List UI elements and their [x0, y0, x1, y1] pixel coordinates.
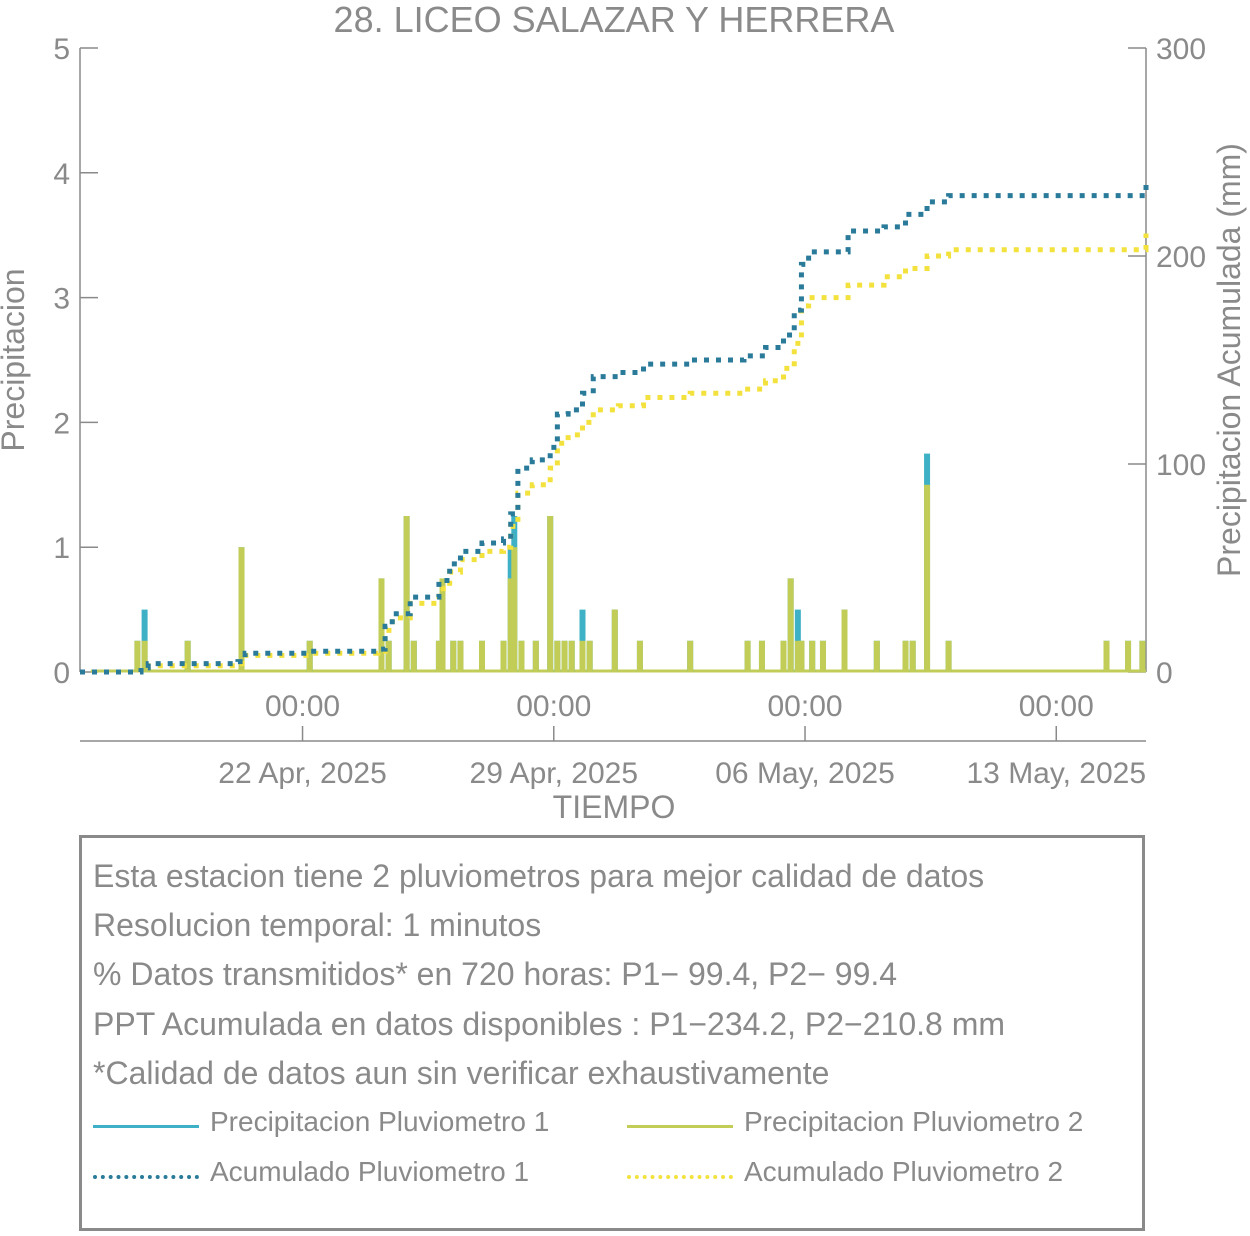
- legend-label-acc1: Acumulado Pluviometro 1: [210, 1156, 530, 1187]
- bar-p2: [141, 640, 148, 672]
- x-tick-label-date: 29 Apr, 2025: [470, 757, 639, 790]
- bar-p2: [744, 640, 751, 672]
- bar-p2: [547, 516, 554, 672]
- bar-p2: [385, 640, 392, 672]
- x-tick-label-date: 22 Apr, 2025: [218, 757, 387, 790]
- plot-area: 0 1 2 3 4 5 0 100 200 300 00:00 22 Apr, 2025 00:00 29…: [53, 33, 1206, 790]
- legend-label-p1: Precipitacion Pluviometro 1: [210, 1106, 550, 1137]
- bar-p2: [1139, 640, 1146, 672]
- bar-p2: [611, 609, 618, 672]
- y-tick-label-right: 300: [1156, 33, 1206, 66]
- bar-p2: [500, 640, 507, 672]
- bar-p2: [794, 640, 801, 672]
- legend-swatch-acc1: [93, 1175, 199, 1179]
- bar-p2: [924, 484, 931, 672]
- y-tick-label-left: 2: [53, 407, 70, 440]
- x-tick-label-date: 13 May, 2025: [966, 757, 1146, 790]
- legend-swatch-acc2: [627, 1175, 733, 1179]
- y-tick-label-left: 3: [53, 283, 70, 316]
- x-tick-label-time: 00:00: [265, 690, 340, 723]
- y-tick-label-right: 200: [1156, 241, 1206, 274]
- bar-p2: [238, 547, 245, 672]
- bar-p2: [507, 578, 514, 672]
- x-tick-label-date: 06 May, 2025: [715, 757, 895, 790]
- y-tick-label-right: 0: [1156, 657, 1173, 690]
- y-tick-label-right: 100: [1156, 449, 1206, 482]
- info-box: Esta estacion tiene 2 pluviometros para …: [79, 835, 1145, 1231]
- bar-p2: [819, 640, 826, 672]
- x-axis-label: TIEMPO: [553, 789, 676, 825]
- bar-p2: [687, 640, 694, 672]
- bar-p2: [579, 640, 586, 672]
- bar-p2: [561, 640, 568, 672]
- legend-label-p2: Precipitacion Pluviometro 2: [744, 1106, 1084, 1137]
- bar-p2: [532, 640, 539, 672]
- bar-p2: [780, 640, 787, 672]
- y-tick-label-left: 5: [53, 33, 70, 66]
- info-line-accumulated: PPT Acumulada en datos disponibles : P1−…: [93, 1006, 1005, 1042]
- bar-p2: [636, 640, 643, 672]
- bar-p2: [518, 640, 525, 672]
- bar-p2: [809, 640, 816, 672]
- bar-p2: [403, 516, 410, 672]
- legend-swatch-p2: [627, 1125, 733, 1128]
- bar-p2: [787, 578, 794, 672]
- bar-p2: [568, 640, 575, 672]
- bar-p2: [378, 578, 385, 672]
- bar-p2: [909, 640, 916, 672]
- line-acumulado-p2: [80, 233, 1149, 675]
- bar-p2: [902, 640, 909, 672]
- bar-p2: [841, 609, 848, 672]
- legend-item-p2: Precipitacion Pluviometro 2: [627, 1106, 1147, 1146]
- y-axis-label-right: Precipitacion Acumulada (mm): [1211, 143, 1247, 577]
- bar-p2: [945, 640, 952, 672]
- y-tick-label-left: 0: [53, 657, 70, 690]
- info-line-stations: Esta estacion tiene 2 pluviometros para …: [93, 858, 985, 894]
- bar-p2: [439, 578, 446, 672]
- bar-p2: [873, 640, 880, 672]
- x-tick-label-time: 00:00: [1019, 690, 1094, 723]
- bar-p2: [1103, 640, 1110, 672]
- bar-p2: [410, 640, 417, 672]
- bar-p2: [184, 640, 191, 672]
- legend-label-acc2: Acumulado Pluviometro 2: [744, 1156, 1064, 1187]
- y-tick-label-left: 1: [53, 532, 70, 565]
- info-line-quality-note: *Calidad de datos aun sin verificar exha…: [93, 1055, 830, 1091]
- bar-p2: [586, 640, 593, 672]
- bar-p2: [554, 640, 561, 672]
- precipitation-chart: 28. LICEO SALAZAR Y HERRERA Precipitacio…: [0, 0, 1247, 825]
- bar-p2: [478, 640, 485, 672]
- bar-p2: [1125, 640, 1132, 672]
- y-axis-label-left: Precipitacion: [0, 268, 31, 451]
- bar-p2: [306, 640, 313, 672]
- x-tick-label-time: 00:00: [767, 690, 842, 723]
- legend-item-acc2: Acumulado Pluviometro 2: [627, 1156, 1147, 1196]
- chart-title: 28. LICEO SALAZAR Y HERRERA: [334, 0, 895, 40]
- legend-item-p1: Precipitacion Pluviometro 1: [93, 1106, 613, 1146]
- bar-p2: [134, 640, 141, 672]
- legend-item-acc1: Acumulado Pluviometro 1: [93, 1156, 613, 1196]
- bar-p2: [798, 640, 805, 672]
- y-tick-label-left: 4: [53, 158, 70, 191]
- bar-p2: [758, 640, 765, 672]
- info-line-transmitted: % Datos transmitidos* en 720 horas: P1− …: [93, 956, 898, 992]
- bar-p2: [450, 640, 457, 672]
- bar-p2: [511, 547, 518, 672]
- legend-swatch-p1: [93, 1125, 199, 1128]
- x-tick-label-time: 00:00: [516, 690, 591, 723]
- bar-p2: [435, 640, 442, 672]
- bar-p2: [457, 640, 464, 672]
- info-line-resolution: Resolucion temporal: 1 minutos: [93, 907, 542, 943]
